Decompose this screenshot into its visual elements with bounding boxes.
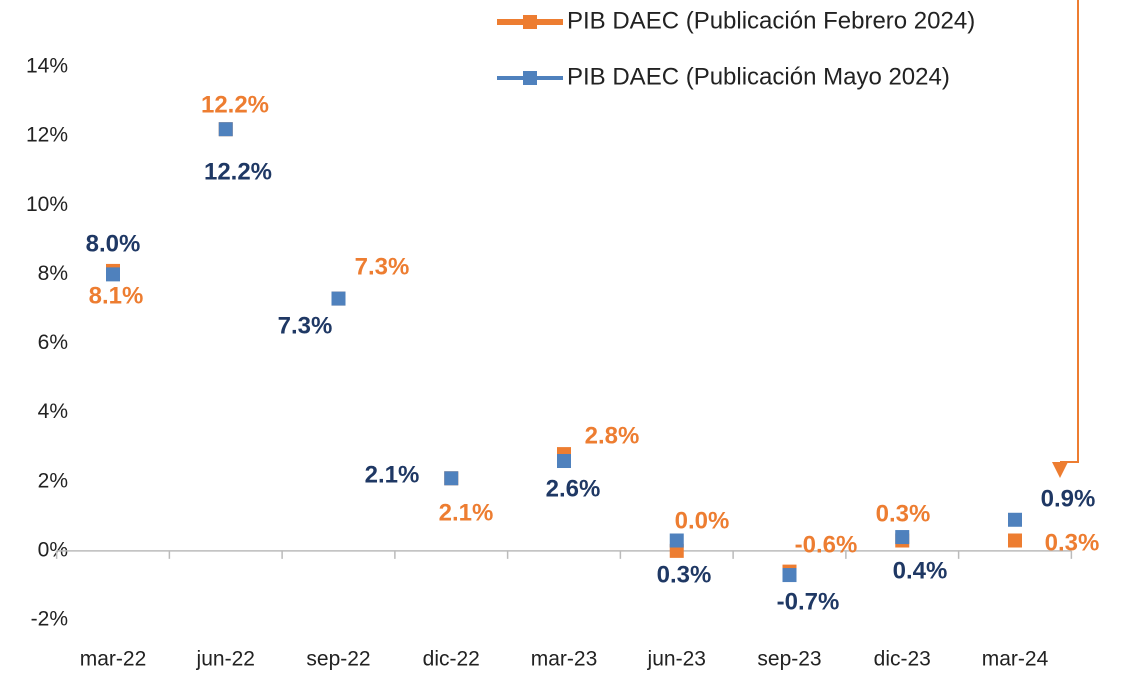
marker xyxy=(444,471,459,486)
annotation-arrow xyxy=(1060,400,1079,463)
data-label: 0.9% xyxy=(1041,485,1096,512)
data-label: 0.3% xyxy=(657,561,712,588)
marker xyxy=(1008,533,1022,548)
x-tick-label: mar-24 xyxy=(982,648,1049,671)
marker xyxy=(782,568,797,583)
data-label: -0.6% xyxy=(795,531,858,558)
x-tick-label: sep-23 xyxy=(757,648,821,671)
y-tick-label: 12% xyxy=(26,124,68,147)
legend-marker xyxy=(523,15,537,29)
y-tick-label: 0% xyxy=(38,538,68,561)
marker xyxy=(1008,512,1022,527)
data-label: 8.0% xyxy=(86,230,141,257)
y-tick-label: 4% xyxy=(38,400,68,423)
marker xyxy=(895,530,910,545)
y-tick-label: 10% xyxy=(26,193,68,216)
legend-marker xyxy=(523,71,537,85)
x-tick-label: mar-22 xyxy=(80,648,147,671)
data-label: 0.0% xyxy=(675,507,730,534)
y-tick-label: 8% xyxy=(38,262,68,285)
data-label: 7.3% xyxy=(278,312,333,339)
marker xyxy=(106,267,120,282)
x-tick-label: dic-22 xyxy=(423,648,480,671)
legend-label: PIB DAEC (Publicación Febrero 2024) xyxy=(567,7,975,34)
data-label: 2.1% xyxy=(365,461,420,488)
y-tick-label: 6% xyxy=(38,331,68,354)
x-tick-label: sep-22 xyxy=(306,648,370,671)
y-tick-label: 2% xyxy=(38,469,68,492)
data-label: 0.3% xyxy=(1045,529,1100,556)
marker xyxy=(331,291,346,306)
marker xyxy=(557,454,571,469)
data-label: 8.1% xyxy=(89,282,144,309)
y-tick-label: 14% xyxy=(26,55,68,78)
data-label: 7.3% xyxy=(355,253,410,280)
legend-label: PIB DAEC (Publicación Mayo 2024) xyxy=(567,63,950,90)
data-label: 0.4% xyxy=(893,557,948,584)
marker xyxy=(669,533,684,548)
data-label: 0.3% xyxy=(876,500,931,527)
data-label: 2.6% xyxy=(546,475,601,502)
y-tick-label: -2% xyxy=(31,608,68,631)
x-tick-label: dic-23 xyxy=(874,648,931,671)
data-label: 12.2% xyxy=(204,158,272,185)
data-label: 2.8% xyxy=(585,422,640,449)
marker xyxy=(218,122,233,137)
x-tick-label: jun-22 xyxy=(196,648,255,671)
x-tick-label: jun-23 xyxy=(647,648,706,671)
annotation-arrowhead xyxy=(1052,462,1068,478)
data-label: -0.7% xyxy=(777,588,840,615)
data-label: 12.2% xyxy=(201,91,269,118)
x-tick-label: mar-23 xyxy=(531,648,598,671)
data-label: 2.1% xyxy=(439,499,494,526)
